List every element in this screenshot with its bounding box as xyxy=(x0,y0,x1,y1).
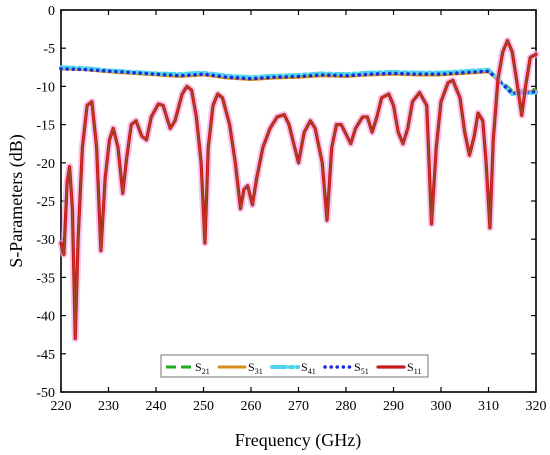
y-tick-label: -45 xyxy=(36,348,55,363)
legend-label-main: S xyxy=(195,360,202,374)
legend-label-sub: 51 xyxy=(361,367,369,376)
x-tick-label: 220 xyxy=(51,399,72,414)
x-tick-label: 270 xyxy=(288,399,309,414)
legend-label-main: S xyxy=(354,360,361,374)
legend-label-main: S xyxy=(301,360,308,374)
y-tick-label: -30 xyxy=(36,233,55,248)
y-tick-label: -15 xyxy=(36,119,55,134)
y-tick-label: -5 xyxy=(43,42,55,57)
y-tick-label: 0 xyxy=(48,4,55,19)
legend-label-sub: 41 xyxy=(308,367,316,376)
legend-label-sub: 31 xyxy=(255,367,263,376)
x-tick-label: 290 xyxy=(383,399,404,414)
y-tick-label: -20 xyxy=(36,157,55,172)
x-tick-label: 280 xyxy=(336,399,357,414)
y-axis: 0 -5 -10 -15 -20 -25 -30 -35 -40 -45 -50 xyxy=(36,4,536,401)
legend-label-s51: S51 xyxy=(354,360,369,376)
x-tick-label: 260 xyxy=(241,399,262,414)
y-tick-label: -10 xyxy=(36,80,55,95)
series-layer xyxy=(57,37,540,343)
series-line-s51 xyxy=(59,67,538,96)
legend-label-main: S xyxy=(407,360,414,374)
legend-label-main: S xyxy=(248,360,255,374)
y-tick-label: -40 xyxy=(36,310,55,325)
x-tick-label: 240 xyxy=(146,399,167,414)
y-tick-label: -25 xyxy=(36,195,55,210)
x-tick-label: 250 xyxy=(193,399,214,414)
x-axis: 220 230 240 250 260 270 280 290 300 310 320 xyxy=(51,10,547,414)
legend-label-s41: S41 xyxy=(301,360,316,376)
legend: S21 S31 S41 S51 S11 xyxy=(160,354,429,378)
y-tick-label: -35 xyxy=(36,271,55,286)
series-s11-core xyxy=(60,40,537,340)
y-tick-label: -50 xyxy=(36,386,55,401)
plot-area xyxy=(60,9,537,393)
x-axis-title: Frequency (GHz) xyxy=(235,430,361,451)
x-tick-label: 300 xyxy=(431,399,452,414)
y-axis-title: S-Parameters (dB) xyxy=(6,134,27,267)
x-tick-label: 230 xyxy=(98,399,119,414)
legend-label-s31: S31 xyxy=(248,360,263,376)
x-tick-label: 310 xyxy=(478,399,499,414)
x-tick-label: 320 xyxy=(526,399,547,414)
legend-label-sub: 11 xyxy=(414,367,422,376)
legend-label-s21: S21 xyxy=(195,360,210,376)
legend-label-sub: 21 xyxy=(202,367,210,376)
legend-label-s11: S11 xyxy=(407,360,421,376)
